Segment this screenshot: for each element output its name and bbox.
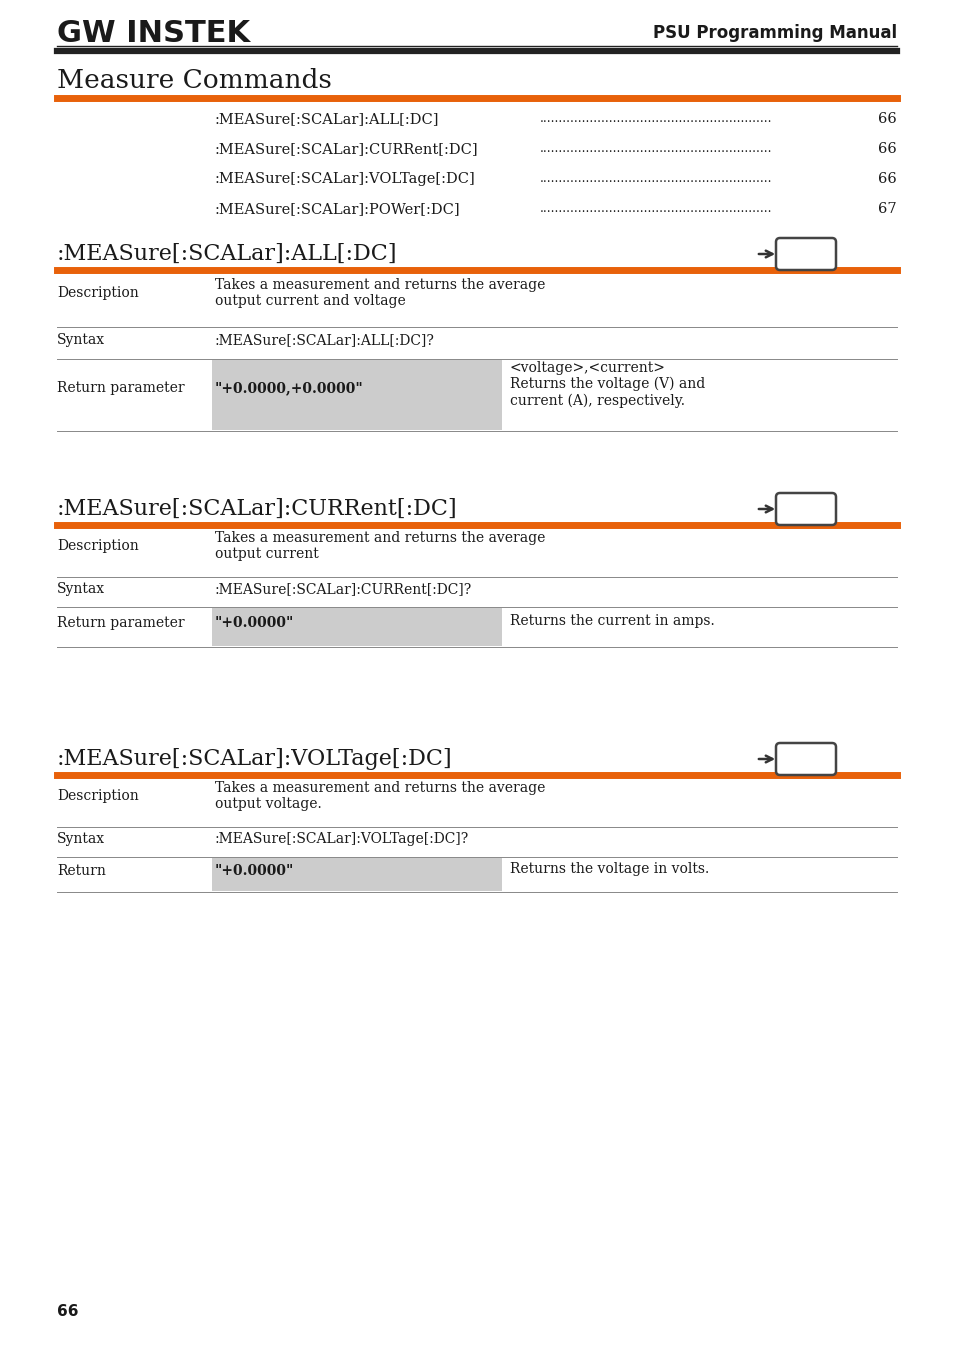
Text: Returns the current in amps.: Returns the current in amps. bbox=[510, 614, 714, 629]
Text: :MEASure[:SCALar]:ALL[:DC]: :MEASure[:SCALar]:ALL[:DC] bbox=[57, 243, 397, 264]
Text: :MEASure[:SCALar]:CURRent[:DC]: :MEASure[:SCALar]:CURRent[:DC] bbox=[214, 142, 478, 156]
Text: Syntax: Syntax bbox=[57, 581, 105, 596]
Text: Measure Commands: Measure Commands bbox=[57, 69, 332, 93]
Text: Description: Description bbox=[57, 538, 138, 553]
Text: 66: 66 bbox=[878, 173, 896, 186]
Text: 66: 66 bbox=[878, 112, 896, 125]
Bar bbox=[212, 360, 501, 430]
FancyBboxPatch shape bbox=[775, 743, 835, 774]
Text: :MEASure[:SCALar]:VOLTage[:DC]: :MEASure[:SCALar]:VOLTage[:DC] bbox=[214, 173, 476, 186]
Text: "+0.0000": "+0.0000" bbox=[214, 863, 294, 878]
Text: Takes a measurement and returns the average
output current: Takes a measurement and returns the aver… bbox=[214, 530, 545, 561]
Text: Syntax: Syntax bbox=[57, 333, 105, 347]
Text: :MEASure[:SCALar]:CURRent[:DC]: :MEASure[:SCALar]:CURRent[:DC] bbox=[57, 498, 457, 519]
Bar bbox=[212, 608, 501, 646]
Text: Takes a measurement and returns the average
output current and voltage: Takes a measurement and returns the aver… bbox=[214, 278, 545, 308]
Text: ............................................................: ........................................… bbox=[539, 112, 771, 125]
Text: ............................................................: ........................................… bbox=[539, 143, 771, 155]
Text: ............................................................: ........................................… bbox=[539, 202, 771, 216]
Text: :MEASure[:SCALar]:ALL[:DC]?: :MEASure[:SCALar]:ALL[:DC]? bbox=[214, 333, 435, 347]
Text: Return: Return bbox=[57, 863, 106, 878]
Text: Description: Description bbox=[57, 286, 138, 299]
Text: :MEASure[:SCALar]:VOLTage[:DC]: :MEASure[:SCALar]:VOLTage[:DC] bbox=[57, 747, 452, 770]
Text: :MEASure[:SCALar]:ALL[:DC]: :MEASure[:SCALar]:ALL[:DC] bbox=[214, 112, 439, 125]
Text: Syntax: Syntax bbox=[57, 832, 105, 846]
Text: "+0.0000,+0.0000": "+0.0000,+0.0000" bbox=[214, 380, 363, 395]
Text: "+0.0000": "+0.0000" bbox=[214, 616, 294, 630]
FancyBboxPatch shape bbox=[775, 492, 835, 525]
Text: :MEASure[:SCALar]:POWer[:DC]: :MEASure[:SCALar]:POWer[:DC] bbox=[214, 202, 460, 216]
Text: 66: 66 bbox=[878, 142, 896, 156]
Text: Return parameter: Return parameter bbox=[57, 380, 185, 395]
Text: <voltage>,<current>
Returns the voltage (V) and
current (A), respectively.: <voltage>,<current> Returns the voltage … bbox=[510, 360, 704, 407]
Text: PSU Programming Manual: PSU Programming Manual bbox=[652, 24, 896, 42]
Text: 67: 67 bbox=[878, 202, 896, 216]
Text: Takes a measurement and returns the average
output voltage.: Takes a measurement and returns the aver… bbox=[214, 781, 545, 811]
Text: Description: Description bbox=[57, 789, 138, 803]
Text: Returns the voltage in volts.: Returns the voltage in volts. bbox=[510, 862, 708, 877]
Text: GW INSTEK: GW INSTEK bbox=[57, 19, 250, 47]
Text: Return parameter: Return parameter bbox=[57, 616, 185, 630]
Text: :MEASure[:SCALar]:CURRent[:DC]?: :MEASure[:SCALar]:CURRent[:DC]? bbox=[214, 581, 472, 596]
Text: ............................................................: ........................................… bbox=[539, 173, 771, 186]
Text: 66: 66 bbox=[57, 1303, 78, 1318]
Text: :MEASure[:SCALar]:VOLTage[:DC]?: :MEASure[:SCALar]:VOLTage[:DC]? bbox=[214, 832, 469, 846]
FancyBboxPatch shape bbox=[775, 237, 835, 270]
Bar bbox=[212, 858, 501, 890]
